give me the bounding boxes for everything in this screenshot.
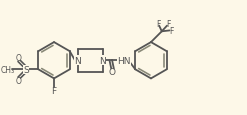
Text: N: N: [74, 56, 81, 65]
Text: S: S: [23, 65, 29, 74]
Text: O: O: [16, 54, 22, 63]
Text: HN: HN: [117, 56, 131, 65]
Text: N: N: [99, 56, 106, 65]
Text: CH₃: CH₃: [1, 65, 15, 74]
Text: F: F: [156, 20, 161, 29]
Text: F: F: [51, 87, 57, 96]
Text: F: F: [166, 20, 170, 29]
Text: F: F: [169, 27, 174, 36]
Text: O: O: [109, 67, 116, 76]
Text: O: O: [16, 77, 22, 86]
